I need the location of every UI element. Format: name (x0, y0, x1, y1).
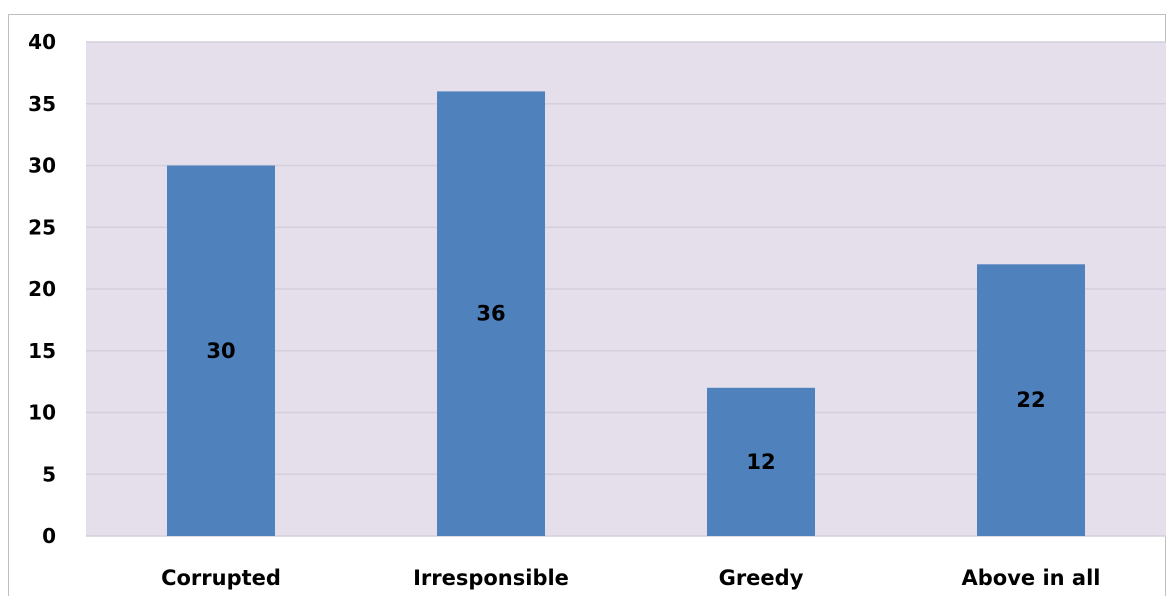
y-tick-label: 15 (28, 339, 56, 363)
y-tick-label: 35 (28, 92, 56, 116)
x-category-label: Above in all (962, 566, 1101, 590)
y-tick-label: 5 (42, 462, 56, 486)
x-category-label: Corrupted (161, 566, 281, 590)
bar-corrupted (167, 165, 275, 536)
y-tick-label: 0 (42, 524, 56, 548)
data-label: 22 (1016, 388, 1045, 412)
y-tick-label: 30 (28, 154, 56, 178)
y-tick-label: 10 (28, 401, 56, 425)
y-axis-tick-labels: 0 5 10 15 20 25 30 35 40 (28, 30, 56, 548)
data-label: 30 (206, 339, 235, 363)
data-label: 12 (746, 450, 775, 474)
data-label: 36 (476, 302, 505, 326)
y-tick-label: 25 (28, 215, 56, 239)
y-tick-label: 20 (28, 277, 56, 301)
bar-greedy (707, 387, 815, 536)
y-tick-label: 40 (28, 30, 56, 54)
x-axis-category-labels: Corrupted Irresponsible Greedy Above in all (161, 566, 1100, 590)
bar-irresponsible (437, 91, 545, 537)
data-labels: 30 36 12 22 (206, 302, 1045, 474)
bar-above-in-all (977, 264, 1085, 536)
x-category-label: Greedy (719, 566, 804, 590)
x-category-label: Irresponsible (413, 566, 569, 590)
bars (167, 91, 1085, 537)
